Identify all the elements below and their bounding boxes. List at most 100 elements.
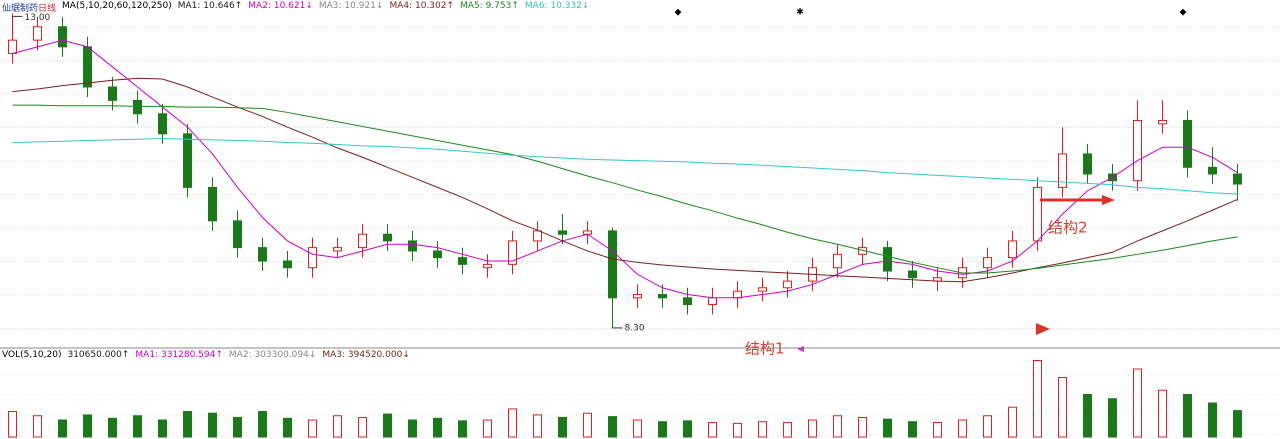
volume-bar	[533, 414, 542, 438]
price-header: 仙琚制药 日线 MA(5,10,20,60,120,250) MA1: 10.6…	[2, 1, 589, 14]
candle-body	[333, 247, 342, 252]
max-label: 13.00	[25, 13, 51, 23]
candle-body	[1008, 240, 1017, 259]
legend-item: MA5: 9.753↑	[460, 1, 519, 11]
candle-body	[1158, 119, 1167, 125]
volume-bar	[1183, 394, 1192, 438]
candle-body	[833, 253, 842, 269]
candle-body	[408, 240, 417, 252]
volume-bar	[1108, 398, 1117, 438]
candle-body	[708, 297, 717, 305]
candle-body	[108, 86, 117, 101]
volume-bar	[408, 419, 417, 438]
candle-body	[758, 287, 767, 292]
volume-bar	[108, 417, 117, 438]
volume-bar	[383, 413, 392, 438]
candle-body	[608, 230, 617, 299]
volume-bar	[308, 419, 317, 438]
arrow-head	[1102, 195, 1115, 205]
candle-body	[533, 230, 542, 242]
volume-bar	[283, 417, 292, 438]
volume-bar	[158, 419, 167, 438]
candle-body	[983, 257, 992, 269]
ma-params: MA(5,10,20,60,120,250)	[62, 1, 172, 11]
marker: ✱	[796, 8, 804, 18]
candle-body	[508, 240, 517, 265]
marker: ◆	[1180, 8, 1187, 18]
candle-body	[283, 260, 292, 269]
volume-legend: 310650.000↑ MA1: 331280.594↑ MA2: 303300.0…	[67, 350, 409, 360]
volume-bar	[258, 411, 267, 438]
volume-bar	[558, 416, 567, 438]
volume-bar	[933, 422, 942, 438]
volume-bar	[233, 416, 242, 438]
candle-body	[158, 113, 167, 135]
ma-line	[12, 39, 1238, 299]
grid	[0, 26, 1280, 436]
arrow-head	[1036, 323, 1050, 335]
volume-bar	[458, 420, 467, 438]
candle-body	[258, 247, 267, 262]
candle-body	[83, 46, 92, 88]
candle-body	[1183, 119, 1192, 168]
volume-bar	[483, 419, 492, 438]
legend-item: MA2: 10.621↓	[248, 1, 313, 11]
volume-bar	[1058, 377, 1067, 438]
candle-body	[1083, 153, 1092, 175]
legend-item: MA3: 10.921↓	[318, 1, 384, 11]
volume-bar	[783, 422, 792, 438]
volume-bar	[608, 416, 617, 438]
candle-body	[433, 250, 442, 259]
candle-body	[1033, 186, 1042, 242]
volume-header: VOL(5,10,20) 310650.000↑ MA1: 331280.594↑…	[2, 350, 410, 360]
stock-name: 仙琚制药	[2, 4, 39, 14]
candle-body	[733, 290, 742, 299]
candle-body	[458, 257, 467, 265]
annotation: 结构2	[1048, 219, 1088, 237]
candle-body	[1058, 153, 1067, 188]
legend-item: MA1: 10.646↑	[177, 1, 243, 11]
volume-bar	[583, 412, 592, 438]
volume-bar	[708, 422, 717, 438]
candle-body	[783, 280, 792, 289]
volume-bar	[633, 419, 642, 438]
candle-body	[683, 297, 692, 305]
legend-item: 310650.000↑	[67, 350, 130, 360]
candle-body	[658, 293, 667, 299]
legend-item: MA2: 303300.094↓	[228, 350, 317, 360]
volume-bar	[183, 411, 192, 438]
volume-bar	[358, 416, 367, 438]
candle-body	[133, 99, 142, 115]
ma-line	[12, 104, 1238, 274]
candle-body	[1133, 119, 1142, 182]
candle-body	[8, 39, 17, 55]
marker	[797, 346, 804, 352]
volume-bar	[1083, 394, 1092, 438]
legend-item: MA4: 10.302↑	[389, 1, 455, 11]
candle-body	[383, 233, 392, 242]
volume-bar	[1233, 410, 1242, 438]
volume-bar	[58, 419, 67, 438]
volume-bar	[1008, 406, 1017, 438]
candle-body	[308, 247, 317, 269]
volume-bar	[983, 415, 992, 438]
candle-body	[1208, 166, 1217, 175]
candle-body	[358, 233, 367, 249]
candle-body	[633, 293, 642, 299]
candle-body	[1233, 173, 1242, 185]
candle-body	[558, 230, 567, 235]
candle-body	[33, 26, 42, 41]
candle-body	[483, 263, 492, 269]
volume-bar	[958, 419, 967, 438]
legend-item: MA1: 331280.594↑	[135, 350, 223, 360]
ma-line	[12, 138, 1238, 195]
volume-bar	[83, 414, 92, 438]
volume-bar	[1208, 402, 1217, 438]
volume-bar	[1158, 389, 1167, 438]
volume-bar	[1133, 368, 1142, 438]
candle-body	[58, 26, 67, 48]
volume-bar	[858, 416, 867, 438]
volume-bar	[733, 422, 742, 438]
